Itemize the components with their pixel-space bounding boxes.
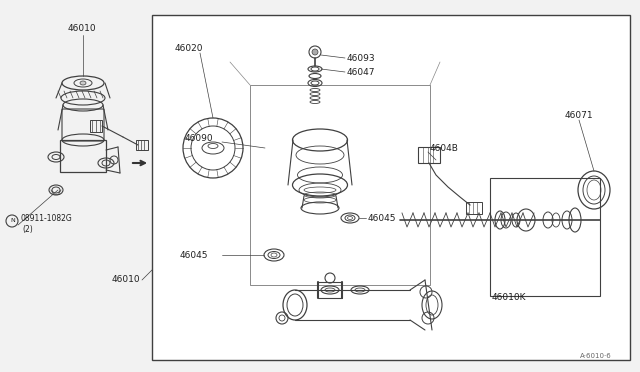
- Text: N: N: [11, 218, 15, 222]
- Text: 46090: 46090: [185, 134, 214, 142]
- Text: 46010: 46010: [68, 23, 97, 32]
- Bar: [250, 85, 430, 285]
- Text: (2): (2): [22, 224, 33, 234]
- Bar: [466, 202, 482, 214]
- Ellipse shape: [292, 129, 348, 151]
- Bar: [90, 120, 102, 132]
- Text: A·6010·6: A·6010·6: [580, 353, 612, 359]
- Bar: [60, 140, 106, 172]
- Text: 46071: 46071: [565, 110, 594, 119]
- Text: 46045: 46045: [180, 250, 209, 260]
- Text: 46093: 46093: [347, 54, 376, 62]
- Text: 46020: 46020: [175, 44, 204, 52]
- Text: 4604B: 4604B: [430, 144, 459, 153]
- Bar: [418, 147, 440, 163]
- Text: 46047: 46047: [347, 67, 376, 77]
- Circle shape: [312, 49, 318, 55]
- Ellipse shape: [80, 81, 86, 85]
- Text: 46045: 46045: [368, 214, 397, 222]
- Bar: [490, 178, 600, 296]
- Text: 46010K: 46010K: [492, 294, 527, 302]
- Bar: [136, 140, 148, 150]
- Text: 08911-1082G: 08911-1082G: [20, 214, 72, 222]
- Bar: [152, 15, 630, 360]
- Text: 46010: 46010: [111, 276, 140, 285]
